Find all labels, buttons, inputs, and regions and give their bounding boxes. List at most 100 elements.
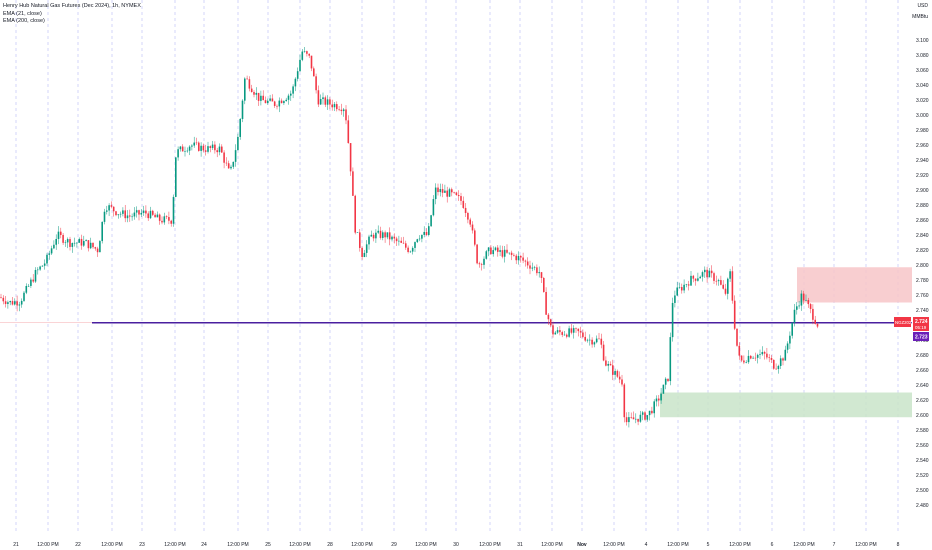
candle-body bbox=[501, 250, 504, 257]
candle-body bbox=[48, 253, 51, 255]
candle-body bbox=[692, 275, 695, 279]
candle-body bbox=[499, 250, 501, 252]
candle-body bbox=[315, 76, 317, 91]
candle-body bbox=[526, 261, 529, 266]
candle-body bbox=[628, 417, 630, 423]
legend-ema-slow[interactable]: EMA (200, close) bbox=[3, 18, 45, 24]
candle-body bbox=[722, 284, 724, 289]
price-tick-label: 2.880 bbox=[916, 203, 929, 209]
candle-body bbox=[27, 285, 30, 287]
level-price-tag-bg bbox=[913, 332, 929, 341]
candle-body bbox=[559, 330, 561, 333]
candle-body bbox=[379, 230, 382, 238]
price-tick-label: 3.060 bbox=[916, 68, 929, 74]
candle-body bbox=[444, 190, 446, 193]
candle-body bbox=[524, 260, 527, 262]
candle-body bbox=[494, 247, 497, 251]
time-tick-label: 8 bbox=[897, 542, 900, 548]
candle-body bbox=[425, 231, 428, 235]
candle-body bbox=[690, 275, 692, 286]
candle-body bbox=[292, 86, 294, 94]
candle-body bbox=[515, 255, 517, 261]
candle-body bbox=[411, 247, 414, 252]
candle-body bbox=[414, 242, 416, 248]
candle-body bbox=[727, 278, 729, 294]
candle-body bbox=[377, 230, 379, 233]
candle-body bbox=[99, 241, 101, 253]
candle-body bbox=[464, 207, 467, 213]
candle-body bbox=[349, 143, 352, 172]
candle-body bbox=[471, 224, 474, 231]
candle-body bbox=[80, 238, 83, 246]
candle-body bbox=[14, 301, 16, 305]
supply-zone bbox=[797, 267, 912, 303]
time-tick-label: 22 bbox=[75, 542, 81, 548]
candle-body bbox=[687, 284, 690, 286]
candle-body bbox=[234, 150, 237, 162]
unit-label[interactable]: MMBtu bbox=[912, 14, 928, 20]
candle-body bbox=[188, 146, 191, 151]
candle-body bbox=[487, 247, 490, 252]
candle-body bbox=[602, 344, 605, 361]
candle-body bbox=[724, 288, 727, 294]
candle-body bbox=[30, 279, 32, 286]
candle-body bbox=[800, 293, 803, 306]
candle-body bbox=[763, 352, 766, 354]
candle-body bbox=[814, 319, 816, 324]
candle-body bbox=[66, 239, 69, 243]
candle-body bbox=[441, 189, 444, 193]
candle-body bbox=[119, 213, 122, 215]
candle-body bbox=[561, 332, 563, 335]
candle-body bbox=[303, 51, 306, 52]
candle-body bbox=[658, 398, 660, 401]
candle-body bbox=[214, 144, 216, 151]
legend-title[interactable]: Henry Hub Natural Gas Futures (Dec 2024)… bbox=[3, 3, 141, 9]
time-tick-label: 28 bbox=[327, 542, 333, 548]
candle-body bbox=[453, 192, 455, 193]
candle-body bbox=[416, 239, 419, 243]
candle-body bbox=[451, 189, 453, 193]
time-tick-label: 31 bbox=[517, 542, 523, 548]
candle-body bbox=[133, 212, 136, 217]
candle-body bbox=[671, 302, 674, 338]
candle-body bbox=[402, 242, 405, 244]
candle-body bbox=[23, 292, 25, 301]
candle-body bbox=[156, 214, 159, 218]
candle-body bbox=[497, 247, 499, 252]
candle-body bbox=[7, 302, 9, 304]
candle-body bbox=[269, 98, 271, 101]
candle-body bbox=[531, 267, 534, 269]
candle-body bbox=[34, 269, 37, 282]
candle-body bbox=[276, 105, 278, 107]
candle-body bbox=[301, 51, 304, 60]
candle-body bbox=[230, 166, 232, 169]
candle-body bbox=[407, 247, 409, 252]
candle-body bbox=[759, 354, 761, 355]
price-tick-label: 3.080 bbox=[916, 53, 929, 59]
candle-body bbox=[395, 238, 398, 242]
candle-body bbox=[595, 338, 598, 343]
candle-body bbox=[368, 236, 370, 245]
candle-body bbox=[802, 293, 805, 301]
price-tick-label: 3.040 bbox=[916, 83, 929, 89]
time-tick-label: 7 bbox=[833, 542, 836, 548]
time-tick-label: 12:00 PM bbox=[793, 542, 814, 548]
candle-body bbox=[428, 226, 430, 235]
candle-body bbox=[400, 240, 402, 243]
candle-body bbox=[78, 238, 80, 243]
candle-body bbox=[9, 301, 11, 303]
currency-label[interactable]: USD bbox=[917, 3, 928, 9]
demand-zone bbox=[660, 392, 912, 418]
candle-body bbox=[359, 232, 361, 248]
candle-body bbox=[745, 362, 747, 363]
candle-body bbox=[736, 328, 738, 346]
candle-body bbox=[138, 210, 140, 215]
price-axis[interactable]: 3.100 3.080 3.060 3.040 3.020 3.000 2.980 2.960… bbox=[916, 38, 929, 509]
candle-body bbox=[538, 272, 540, 274]
candle-body bbox=[326, 99, 329, 105]
candle-body bbox=[308, 53, 310, 56]
time-axis[interactable]: 21 12:00 PM 22 12:00 PM 23 12:00 PM 24 12:00 PM… bbox=[13, 542, 899, 548]
legend-ema-fast[interactable]: EMA (21, close) bbox=[3, 10, 42, 17]
candle-body bbox=[264, 100, 267, 104]
